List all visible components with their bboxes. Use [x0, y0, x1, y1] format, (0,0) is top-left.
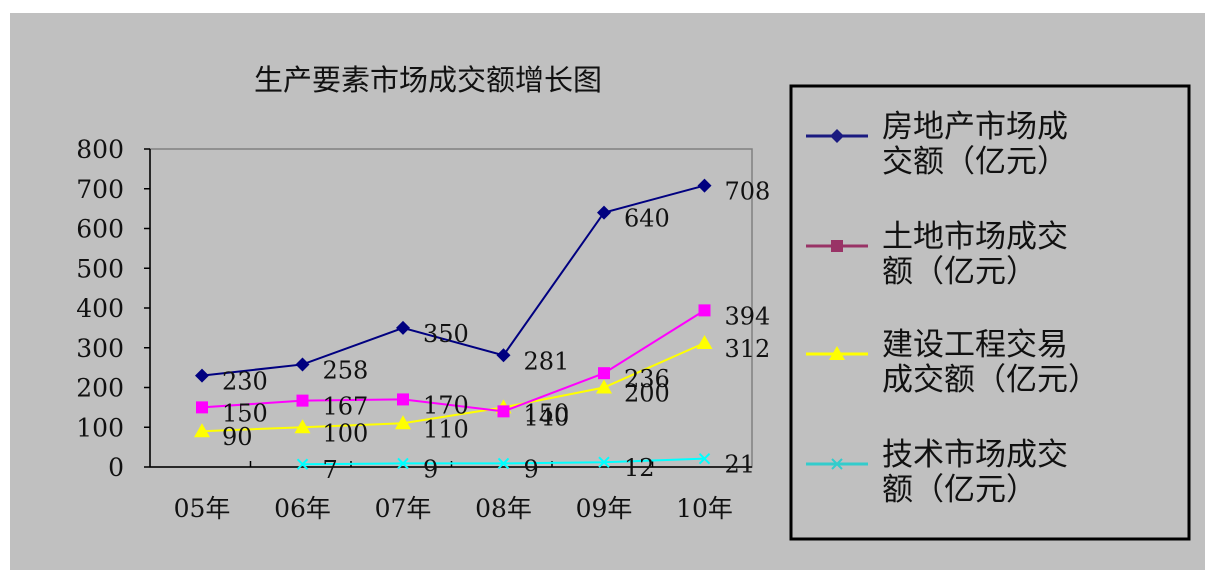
y-tick-label: 200: [76, 374, 124, 403]
x-tick-label: 08年: [475, 494, 532, 523]
x-tick-label: 06年: [274, 494, 331, 523]
legend-label: 额（亿元）: [882, 472, 1037, 508]
series-2-line: [201, 309, 706, 413]
data-label: 708: [725, 178, 771, 206]
data-label: 230: [222, 368, 268, 396]
data-label: 170: [423, 391, 469, 419]
series-3-point: [596, 379, 612, 394]
legend-label: 交额（亿元）: [882, 144, 1068, 180]
x-axis: 05年 06年 07年 08年 09年 10年: [150, 461, 752, 523]
series-1-point: [195, 368, 209, 383]
x-tick-label: 05年: [174, 494, 231, 523]
data-label: 150: [222, 399, 268, 427]
series-2-point: [598, 367, 610, 380]
series-2-group: [196, 304, 711, 418]
series-2-point: [497, 405, 510, 418]
data-label: 7: [323, 456, 338, 484]
data-label: 167: [323, 393, 369, 421]
series-1-point: [697, 178, 712, 193]
legend-label: 技术市场成交: [882, 437, 1068, 473]
data-label: 9: [423, 455, 438, 483]
x-tick-label: 09年: [576, 494, 633, 523]
series-2-point: [196, 401, 208, 414]
data-label: 9: [524, 455, 539, 483]
x-tick-label: 10年: [676, 494, 733, 523]
series-2-point: [698, 304, 711, 317]
data-label: 350: [423, 320, 469, 348]
data-label: 394: [725, 302, 771, 330]
legend-label: 土地市场成交: [882, 219, 1068, 255]
series-3-line: [201, 342, 705, 433]
y-tick-label: 400: [76, 294, 124, 323]
series-1-group: [195, 178, 712, 383]
series-3-point: [294, 419, 311, 434]
y-tick-label: 500: [76, 254, 124, 283]
legend-label: 建设工程交易: [882, 327, 1068, 363]
data-label: 312: [725, 335, 771, 363]
series-1-point: [396, 320, 410, 335]
series-1-line: [201, 184, 705, 377]
legend-label: 房地产市场成: [882, 109, 1068, 145]
legend-swatch-marker: [831, 240, 843, 252]
data-label: 258: [323, 356, 369, 384]
legend-swatch-marker: [829, 346, 845, 360]
y-tick-label: 600: [76, 215, 124, 244]
series-4-point: [397, 457, 409, 470]
legend-swatch-marker: [831, 458, 843, 470]
data-label: 150: [524, 399, 570, 427]
series-2-point: [397, 393, 409, 406]
series-1-point: [496, 348, 511, 363]
chart-title: 生产要素市场成交额增长图: [254, 63, 602, 97]
series-3-point: [696, 334, 713, 349]
series-4-point: [598, 456, 610, 468]
data-labels: 230 258 350 281 640 708 150 167 170 140 236 394 90 10…: [222, 178, 770, 485]
y-axis: 0 100 200 300 400 500 600 700 800: [76, 135, 151, 482]
x-tick-label: 07年: [375, 494, 432, 523]
series-4-point: [296, 458, 309, 470]
data-label: 21: [725, 451, 756, 479]
series-1-point: [295, 357, 310, 372]
y-tick-label: 300: [76, 334, 124, 363]
data-label: 640: [624, 205, 670, 233]
series-2-point: [296, 394, 309, 407]
legend-label: 额（亿元）: [882, 254, 1037, 290]
series-3-point: [395, 415, 411, 430]
y-tick-label: 800: [76, 135, 124, 164]
y-tick-label: 100: [76, 413, 124, 442]
data-label: 140: [524, 403, 570, 431]
series-4-group: [296, 452, 711, 470]
legend-label: 成交额（亿元）: [882, 362, 1099, 398]
legend-swatch-marker: [830, 129, 844, 143]
data-label: 110: [423, 415, 469, 443]
data-label: 12: [624, 454, 655, 482]
y-tick-label: 700: [76, 175, 124, 204]
data-label: 281: [524, 347, 570, 375]
series-layer: [194, 178, 713, 470]
series-3-point: [194, 423, 210, 438]
series-4-point: [497, 457, 510, 470]
data-label: 90: [222, 423, 253, 451]
data-label: 200: [624, 380, 670, 408]
series-4-point: [698, 452, 711, 465]
data-label: 236: [624, 365, 670, 393]
y-tick-label: 0: [108, 453, 124, 482]
data-label: 100: [323, 419, 369, 447]
series-1-point: [597, 205, 611, 220]
